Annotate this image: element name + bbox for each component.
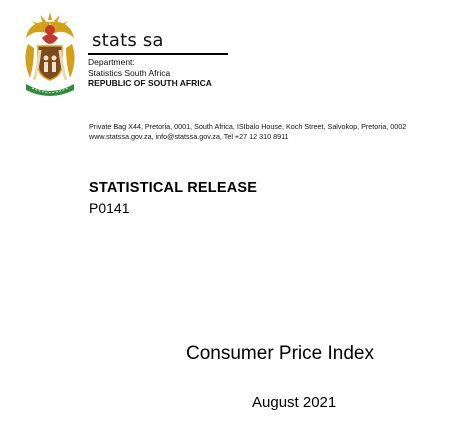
protea-icon: [42, 34, 58, 44]
contact-block: Private Bag X44, Pretoria, 0001, South A…: [89, 122, 406, 142]
postal-address: Private Bag X44, Pretoria, 0001, South A…: [89, 122, 407, 131]
wheat-right-icon: [66, 44, 75, 78]
coat-of-arms-icon: [25, 12, 75, 96]
web-contact: www.statssa.gov.za, info@statssa.gov.za,…: [89, 132, 289, 141]
wheat-left-icon: [25, 44, 34, 78]
department-label: Department:: [88, 57, 135, 67]
release-code: P0141: [89, 200, 130, 216]
department-block: Department: Statistics South Africa REPU…: [88, 57, 212, 89]
right-wing-icon: [50, 21, 74, 38]
motto-ribbon-icon: [26, 84, 74, 96]
document-date: August 2021: [252, 394, 337, 411]
department-name: Statistics South Africa: [88, 67, 171, 78]
shield-icon: [37, 45, 63, 81]
brand-divider: [88, 53, 228, 55]
brand-name: stats sa: [92, 30, 164, 51]
release-label: STATISTICAL RELEASE: [89, 180, 258, 196]
republic-name: REPUBLIC OF SOUTH AFRICA: [88, 78, 212, 88]
document-title: Consumer Price Index: [186, 343, 374, 364]
left-wing-icon: [26, 21, 50, 38]
bird-head-icon: [45, 25, 55, 35]
